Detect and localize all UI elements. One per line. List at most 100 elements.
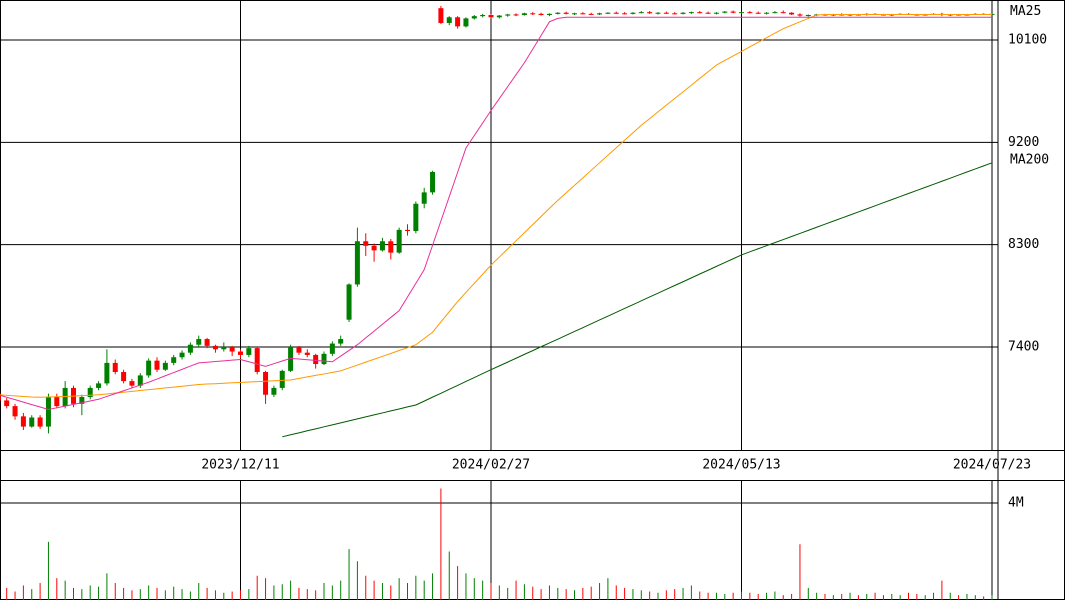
candle-body [405, 229, 410, 232]
candle-body [521, 13, 527, 16]
candle-body [112, 362, 118, 373]
candle-body [772, 12, 778, 14]
candle-body [271, 387, 277, 395]
candle-body [204, 339, 210, 346]
candle-body [171, 357, 177, 363]
candle-body [572, 13, 577, 15]
candle-body [0, 393, 1, 401]
candle-body [496, 15, 502, 18]
candle-body [446, 17, 452, 23]
candle-body [388, 241, 394, 253]
candle-body [29, 417, 35, 427]
candle-body [538, 13, 544, 16]
candle-body [789, 12, 795, 15]
legend-label: MA200 [1010, 152, 1049, 167]
candle-body [4, 400, 10, 407]
x-tick-label: 2024/07/23 [953, 458, 1031, 473]
candle-body [371, 245, 377, 251]
candle-body [121, 372, 127, 382]
candle-body [672, 13, 678, 15]
candle-body [346, 284, 352, 320]
candle-body [655, 12, 661, 14]
y-tick-label: 7400 [1008, 339, 1039, 354]
candle-body [455, 17, 461, 27]
candle-body [555, 12, 561, 14]
y-tick-label: 4M [1008, 496, 1024, 511]
x-tick-label: 2023/12/11 [201, 458, 279, 473]
candle-body [87, 387, 93, 398]
candle-body [780, 12, 786, 14]
moving-average-line [0, 13, 992, 398]
candle-body [764, 12, 770, 14]
candle-body [597, 13, 603, 15]
candle-body [288, 346, 294, 371]
candle-body [329, 343, 335, 354]
candle-body [688, 12, 694, 14]
candle-body [338, 339, 344, 344]
candle-body [805, 15, 811, 17]
candle-body [137, 375, 143, 386]
y-tick-label: 9200 [1008, 135, 1039, 150]
candle-body [96, 383, 102, 388]
candle-body [321, 353, 327, 365]
candle-body [162, 362, 168, 370]
candle-body [697, 12, 703, 14]
candle-body [488, 15, 494, 18]
candle-body [739, 12, 744, 14]
candle-body [622, 13, 628, 15]
candle-body [363, 241, 369, 246]
candle-body [730, 11, 736, 13]
candle-body [747, 12, 753, 14]
moving-average-line [282, 162, 993, 438]
candle-body [680, 12, 686, 14]
candle-body [638, 12, 644, 14]
candle-body [196, 339, 202, 345]
candle-body [430, 171, 436, 193]
candle-body [713, 12, 719, 14]
candle-body [54, 397, 60, 407]
candle-body [62, 387, 68, 407]
candle-body [263, 372, 269, 395]
candle-body [463, 18, 469, 27]
candle-body [605, 12, 611, 14]
candle-body [722, 11, 728, 13]
candle-body [513, 14, 519, 16]
legend-label: MA25 [1010, 4, 1041, 19]
candle-body [296, 346, 302, 353]
candle-body [613, 12, 619, 14]
candle-body [438, 8, 444, 23]
candle-body [313, 354, 319, 365]
candle-body [705, 12, 711, 14]
candle-body [546, 13, 552, 16]
candle-body [580, 13, 586, 15]
candle-body [588, 13, 594, 15]
candle-body [480, 15, 486, 17]
candle-body [187, 344, 193, 353]
candle-body [413, 203, 419, 232]
candle-body [104, 362, 110, 384]
candle-body [421, 192, 427, 204]
candle-body [229, 346, 235, 352]
candle-body [238, 351, 243, 355]
candle-body [279, 370, 285, 388]
candle-body [45, 397, 51, 427]
candle-body [254, 348, 260, 373]
candle-body [630, 12, 636, 14]
candle-body [647, 12, 653, 14]
candle-body [505, 14, 511, 16]
y-tick-label: 10100 [1008, 33, 1047, 48]
candle-body [246, 348, 252, 355]
x-tick-label: 2024/05/13 [702, 458, 780, 473]
candle-body [663, 12, 669, 14]
candle-body [146, 360, 152, 376]
candle-body [354, 241, 360, 285]
candle-body [221, 346, 227, 350]
candle-body [12, 406, 18, 417]
candle-body [129, 381, 135, 386]
candle-body [212, 345, 218, 350]
candle-body [755, 12, 761, 14]
candle-body [179, 352, 185, 358]
candle-body [304, 352, 310, 355]
